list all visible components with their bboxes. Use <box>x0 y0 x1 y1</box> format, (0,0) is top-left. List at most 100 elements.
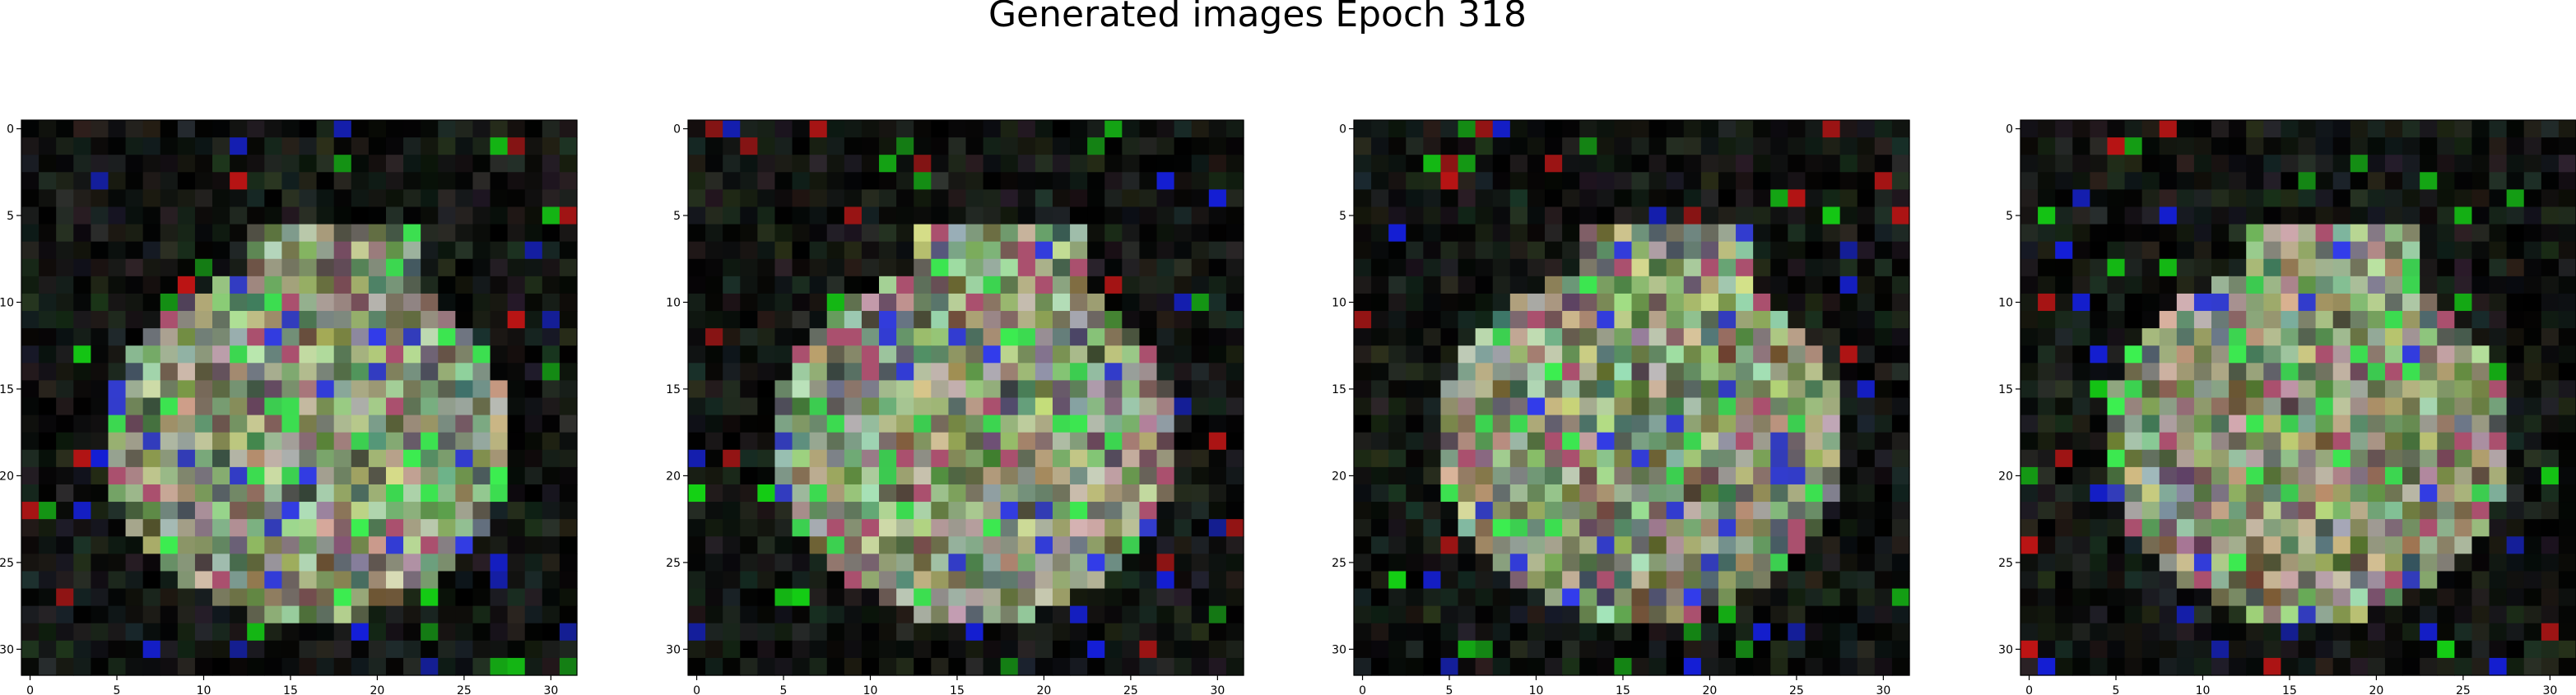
image-pixel <box>2454 571 2472 589</box>
image-pixel <box>195 658 213 676</box>
image-pixel <box>438 259 456 277</box>
image-pixel <box>862 536 880 554</box>
image-pixel <box>1104 606 1123 624</box>
image-pixel <box>1701 589 1719 607</box>
image-pixel <box>757 259 775 277</box>
image-pixel <box>1597 398 1615 416</box>
image-pixel <box>1701 328 1719 346</box>
image-pixel <box>491 276 509 294</box>
image-pixel <box>560 225 578 243</box>
image-pixel <box>1139 172 1157 190</box>
image-pixel <box>2281 259 2299 277</box>
image-pixel <box>2559 536 2576 554</box>
image-pixel <box>1122 345 1140 364</box>
image-pixel <box>1875 189 1893 207</box>
image-pixel <box>1209 658 1227 676</box>
image-pixel <box>2125 623 2143 642</box>
image-pixel <box>2211 536 2230 554</box>
image-pixel <box>2559 311 2576 329</box>
image-pixel <box>1510 172 1528 190</box>
image-pixel <box>1354 172 1372 190</box>
image-pixel <box>542 398 560 416</box>
image-pixel <box>2072 536 2090 554</box>
image-pixel <box>39 398 57 416</box>
image-pixel <box>723 589 741 607</box>
image-pixel <box>126 467 144 485</box>
image-pixel <box>2350 206 2369 225</box>
image-pixel <box>1053 363 1071 381</box>
image-pixel <box>2246 345 2264 364</box>
image-pixel <box>2333 554 2351 572</box>
image-pixel <box>1192 571 1210 589</box>
image-pixel <box>2524 450 2542 468</box>
image-pixel <box>2055 259 2073 277</box>
image-pixel <box>1476 658 1494 676</box>
image-pixel <box>560 120 578 138</box>
image-pixel <box>2316 415 2334 433</box>
image-pixel <box>1684 311 1702 329</box>
image-pixel <box>1527 206 1546 225</box>
image-pixel <box>91 276 109 294</box>
image-pixel <box>21 172 40 190</box>
image-pixel <box>1053 484 1071 503</box>
image-pixel <box>2263 502 2281 520</box>
image-pixel <box>1476 328 1494 346</box>
image-pixel <box>1493 311 1511 329</box>
image-pixel <box>126 311 144 329</box>
image-pixel <box>1070 623 1088 642</box>
image-pixel <box>525 554 543 572</box>
image-pixel <box>2125 467 2143 485</box>
image-pixel <box>948 259 966 277</box>
image-pixel <box>1753 172 1771 190</box>
image-pixel <box>2177 571 2195 589</box>
image-pixel <box>1632 554 1650 572</box>
image-pixel <box>39 225 57 243</box>
image-pixel <box>2229 345 2247 364</box>
image-pixel <box>1788 155 1806 173</box>
image-pixel <box>334 328 352 346</box>
image-pixel <box>2020 658 2039 676</box>
image-pixel <box>1406 398 1424 416</box>
image-pixel <box>2524 120 2542 138</box>
image-pixel <box>1018 658 1036 676</box>
image-pixel <box>281 536 300 554</box>
image-pixel <box>862 206 880 225</box>
image-pixel <box>948 589 966 607</box>
image-pixel <box>1562 172 1580 190</box>
image-pixel <box>39 433 57 451</box>
image-pixel <box>1476 311 1494 329</box>
image-pixel <box>2507 571 2525 589</box>
image-pixel <box>1562 658 1580 676</box>
image-pixel <box>2299 571 2317 589</box>
image-pixel <box>1892 311 1910 329</box>
image-pixel <box>1354 294 1372 312</box>
image-pixel <box>421 311 439 329</box>
image-pixel <box>1684 345 1702 364</box>
image-pixel <box>2246 467 2264 485</box>
image-pixel <box>39 206 57 225</box>
y-tick-label: 10 <box>1332 296 1346 309</box>
image-pixel <box>2281 311 2299 329</box>
x-tick-label: 30 <box>1210 684 1225 695</box>
image-pixel <box>810 536 828 554</box>
x-tick-label: 20 <box>2369 684 2384 695</box>
image-pixel <box>2142 433 2160 451</box>
image-pixel <box>1423 450 1441 468</box>
image-pixel <box>2541 155 2560 173</box>
image-pixel <box>1545 328 1563 346</box>
image-pixel <box>2020 467 2039 485</box>
image-pixel <box>247 189 265 207</box>
x-tick-label: 15 <box>283 684 298 695</box>
image-pixel <box>1875 259 1893 277</box>
image-pixel <box>1667 294 1685 312</box>
image-pixel <box>2090 623 2108 642</box>
image-pixel <box>247 363 265 381</box>
image-pixel <box>2160 276 2178 294</box>
image-pixel <box>1174 380 1193 398</box>
image-pixel <box>1104 363 1123 381</box>
image-pixel <box>2055 225 2073 243</box>
image-pixel <box>369 415 387 433</box>
image-pixel <box>1388 242 1407 260</box>
image-pixel <box>1753 606 1771 624</box>
image-pixel <box>2160 571 2178 589</box>
